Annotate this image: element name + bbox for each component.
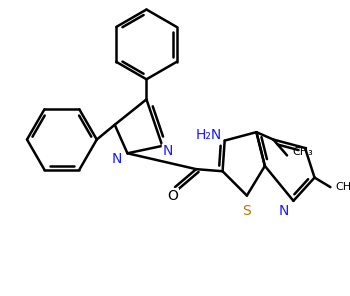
- Text: CH₃: CH₃: [292, 147, 313, 157]
- Text: N: N: [112, 152, 122, 165]
- Text: O: O: [167, 189, 178, 202]
- Text: N: N: [162, 144, 173, 158]
- Text: H₂N: H₂N: [196, 128, 222, 142]
- Text: N: N: [279, 205, 289, 218]
- Text: CH₃: CH₃: [336, 182, 350, 192]
- Text: S: S: [243, 205, 251, 218]
